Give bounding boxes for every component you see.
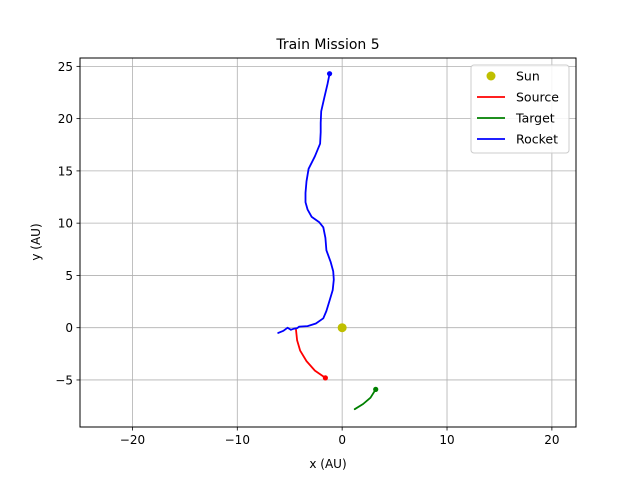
- y-tick-label: −5: [55, 373, 73, 387]
- x-tick-label: 0: [338, 433, 346, 447]
- legend-target-label: Target: [515, 111, 555, 126]
- plot-area: [277, 71, 379, 411]
- x-axis-label: x (AU): [309, 457, 346, 471]
- legend-source-label: Source: [516, 90, 559, 105]
- legend-box: [470, 64, 570, 154]
- rocket-line: [277, 72, 335, 334]
- plot-frame: [79, 57, 577, 428]
- y-tick-label: 25: [58, 60, 73, 74]
- y-tick-label: 10: [58, 217, 73, 231]
- x-tick-label: −20: [120, 433, 145, 447]
- source-line: [295, 328, 327, 379]
- legend-sun-label: Sun: [516, 69, 540, 84]
- chart-title: Train Mission 5: [275, 37, 379, 53]
- x-tick-label: −10: [225, 433, 250, 447]
- legend-sun-marker: [486, 71, 496, 81]
- axis-ticks: −20 −10 0 10 20 −5 0 5 10 15 20 25: [55, 60, 559, 447]
- target-end-point: [373, 386, 379, 392]
- y-tick-label: 15: [58, 164, 73, 178]
- x-tick-label: 10: [439, 433, 454, 447]
- legend-rocket-label: Rocket: [516, 132, 558, 147]
- target-line: [353, 388, 377, 411]
- y-tick-label: 0: [65, 321, 73, 335]
- y-axis-label: y (AU): [29, 223, 43, 260]
- y-tick-label: 20: [58, 112, 73, 126]
- x-tick-label: 20: [544, 433, 559, 447]
- sun-marker: [337, 323, 347, 333]
- y-tick-label: 5: [65, 269, 73, 283]
- rocket-end-point: [326, 71, 333, 77]
- source-end-point: [322, 375, 328, 381]
- legend: Sun Source Target Rocket: [470, 64, 570, 154]
